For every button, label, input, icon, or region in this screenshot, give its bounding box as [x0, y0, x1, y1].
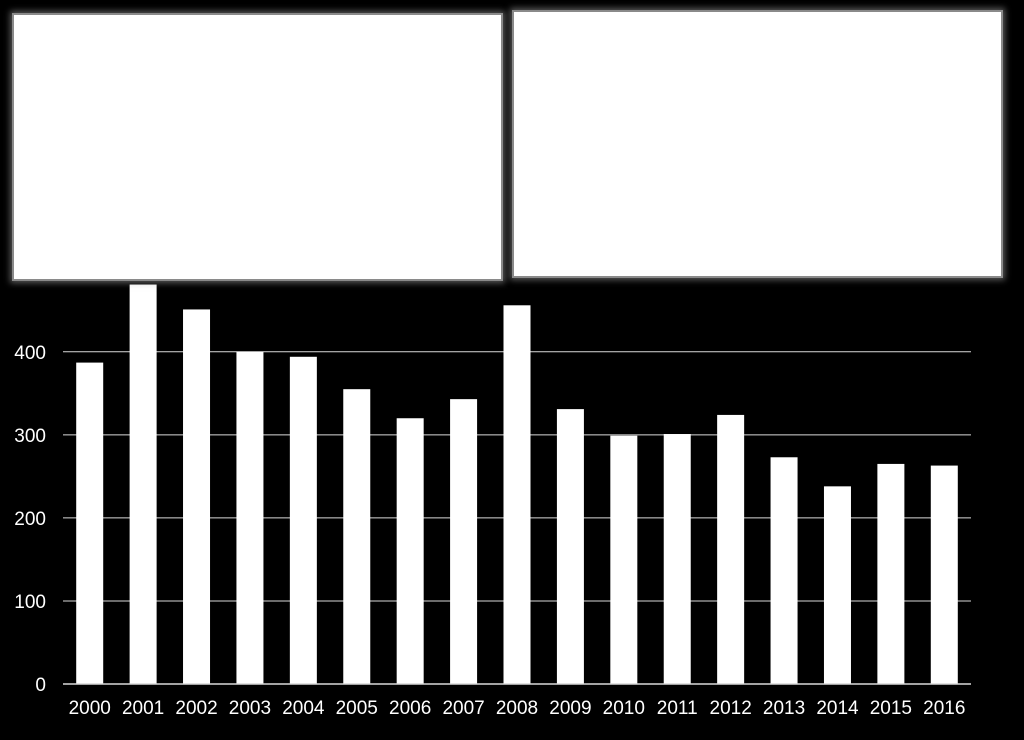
bar-2014 — [823, 486, 851, 684]
x-tick-label: 2002 — [175, 698, 217, 719]
bar-2000 — [76, 362, 104, 684]
y-axis-tick-labels: 0 100 200 300 400 — [14, 343, 46, 696]
bar-2010 — [610, 435, 638, 684]
bar-2003 — [236, 351, 264, 684]
bar-2004 — [289, 356, 317, 684]
y-tick-label: 400 — [14, 343, 46, 364]
y-tick-label: 0 — [35, 675, 46, 696]
bar-2012 — [717, 414, 745, 684]
y-tick-label: 200 — [14, 509, 46, 530]
x-tick-label: 2005 — [336, 698, 378, 719]
bar-2006 — [396, 418, 424, 684]
x-tick-label: 2007 — [442, 698, 484, 719]
bar-2005 — [343, 389, 371, 684]
x-tick-label: 2012 — [710, 698, 752, 719]
x-tick-label: 2000 — [69, 698, 111, 719]
x-tick-label: 2015 — [870, 698, 912, 719]
x-tick-label: 2006 — [389, 698, 431, 719]
x-tick-label: 2004 — [282, 698, 325, 719]
x-axis-tick-labels: 2000 2001 2002 2003 2004 2005 2006 2007 2008 2009… — [69, 698, 966, 719]
bar-2001 — [129, 284, 157, 684]
x-tick-label: 2016 — [923, 698, 965, 719]
x-tick-label: 2014 — [816, 698, 859, 719]
x-tick-label: 2010 — [603, 698, 645, 719]
bar-2007 — [450, 399, 478, 684]
bar-2015 — [877, 463, 905, 684]
x-tick-label: 2001 — [122, 698, 164, 719]
bar-2002 — [183, 309, 211, 684]
bar-2016 — [930, 465, 958, 684]
x-tick-label: 2003 — [229, 698, 271, 719]
x-tick-label: 2008 — [496, 698, 538, 719]
y-tick-label: 300 — [14, 426, 46, 447]
bars — [76, 284, 958, 684]
x-tick-label: 2009 — [549, 698, 591, 719]
bar-2011 — [663, 434, 691, 684]
overlay-panel-left — [12, 13, 503, 281]
x-tick-label: 2011 — [657, 698, 698, 719]
y-tick-label: 100 — [14, 592, 46, 613]
bar-2009 — [556, 409, 584, 684]
overlay-panel-right — [512, 10, 1003, 278]
x-tick-label: 2013 — [763, 698, 805, 719]
bar-2008 — [503, 305, 531, 684]
bar-2013 — [770, 457, 798, 684]
